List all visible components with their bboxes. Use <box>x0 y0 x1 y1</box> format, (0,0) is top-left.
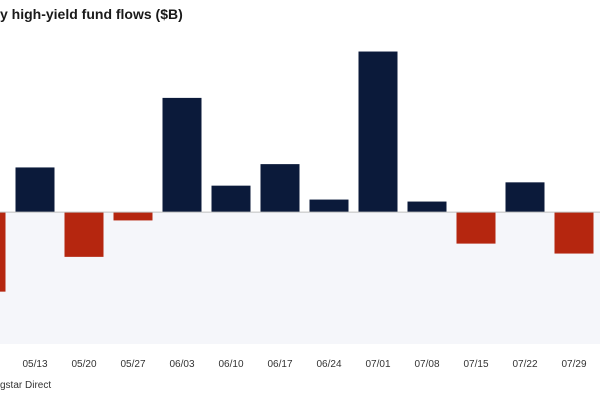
x-tick-label: 06/10 <box>218 359 243 370</box>
x-tick-label: 05/20 <box>71 359 96 370</box>
chart-source: gstar Direct <box>0 380 52 391</box>
x-tick-label: 07/22 <box>512 359 537 370</box>
x-tick-label: 05/27 <box>120 359 145 370</box>
bar-05-06 <box>0 212 6 292</box>
x-tick-label: 07/15 <box>463 359 488 370</box>
bar-06-17 <box>260 164 300 213</box>
x-tick-label: 06/03 <box>169 359 194 370</box>
x-tick-label: 07/29 <box>561 359 586 370</box>
bar-07-01 <box>358 51 398 213</box>
x-tick-label: 05/13 <box>22 359 47 370</box>
bar-07-08 <box>407 201 447 213</box>
bar-05-20 <box>64 212 104 257</box>
bar-05-13 <box>15 167 55 213</box>
bar-05-27 <box>113 212 153 221</box>
x-tick-label: 07/01 <box>365 359 390 370</box>
bar-07-29 <box>554 212 594 254</box>
chart-title: y high-yield fund flows ($B) <box>0 6 183 22</box>
x-tick-label: 06/24 <box>316 359 341 370</box>
x-tick-label: 06/17 <box>267 359 292 370</box>
bar-06-10 <box>211 185 251 213</box>
x-tick-label: 07/08 <box>414 359 439 370</box>
bar-07-15 <box>456 212 496 244</box>
bar-06-03 <box>162 97 202 213</box>
bar-07-22 <box>505 182 545 213</box>
bar-06-24 <box>309 199 349 213</box>
